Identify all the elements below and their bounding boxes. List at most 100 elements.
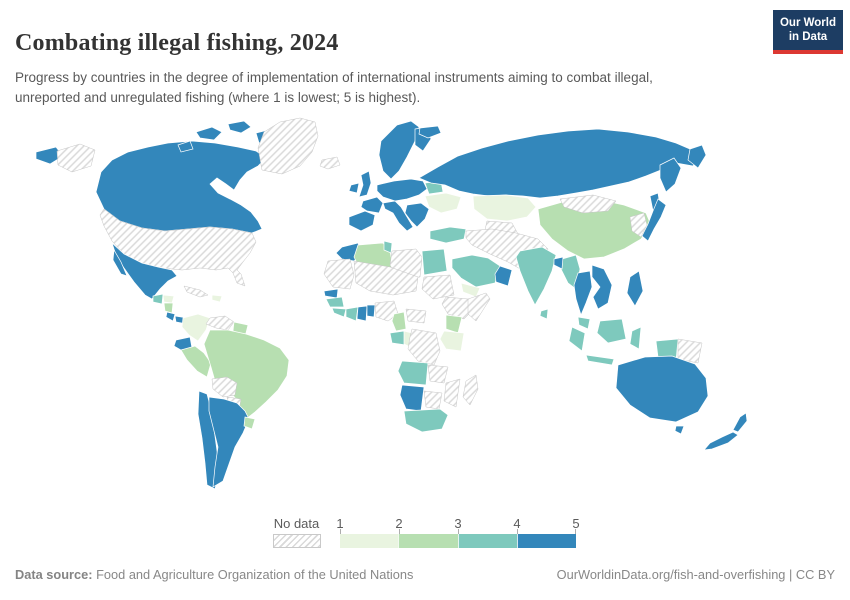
country-guatemala[interactable] — [152, 293, 164, 305]
country-korea[interactable] — [629, 212, 648, 238]
country-ukraine[interactable] — [424, 192, 462, 214]
country-venezuela[interactable] — [205, 315, 235, 331]
country-guinea[interactable] — [325, 296, 345, 308]
legend-no-data-swatch[interactable] — [273, 534, 321, 548]
country-mozambique[interactable] — [443, 378, 461, 408]
country-ghana[interactable] — [356, 305, 368, 322]
country-russia-kamchatka[interactable] — [659, 157, 682, 193]
country-russia-far-east-tip[interactable] — [35, 146, 64, 165]
country-central-african-republic[interactable] — [405, 308, 427, 324]
country-south-africa[interactable] — [403, 408, 449, 433]
legend-swatch-bin-3-4[interactable] — [457, 534, 517, 548]
country-gabon[interactable] — [389, 330, 407, 346]
country-australia[interactable] — [615, 355, 709, 423]
country-malaysia[interactable] — [577, 316, 591, 330]
country-scandinavia[interactable] — [378, 120, 420, 180]
country-honduras[interactable] — [162, 294, 175, 304]
country-new-zealand-north[interactable] — [732, 412, 748, 433]
country-cuba[interactable] — [183, 285, 209, 298]
country-hispaniola[interactable] — [211, 294, 223, 303]
footer-separator: | — [789, 567, 793, 582]
country-turkey[interactable] — [429, 226, 467, 244]
country-costa-rica[interactable] — [165, 311, 176, 322]
legend-colorbar — [340, 534, 576, 548]
owid-logo-line2: in Data — [788, 31, 828, 44]
country-colombia[interactable] — [181, 313, 211, 342]
country-russia[interactable] — [418, 128, 701, 199]
license-link[interactable]: CC BY — [795, 567, 835, 582]
legend-swatch-bin-1-2[interactable] — [340, 534, 399, 548]
country-central-europe[interactable] — [376, 178, 428, 202]
country-mexico-baja[interactable] — [112, 248, 128, 277]
country-iceland[interactable] — [319, 156, 341, 170]
country-bangladesh[interactable] — [553, 256, 564, 270]
country-australia-tasmania[interactable] — [674, 425, 685, 435]
country-alaska[interactable] — [56, 143, 96, 173]
country-bolivia[interactable] — [211, 376, 238, 398]
country-canada-arctic-4[interactable] — [177, 140, 194, 153]
country-peru[interactable] — [180, 345, 212, 378]
country-balkans[interactable] — [404, 202, 430, 228]
country-united-kingdom[interactable] — [358, 170, 372, 198]
legend-tickmark-3 — [458, 529, 459, 534]
country-india[interactable] — [515, 246, 557, 306]
country-france[interactable] — [360, 196, 384, 214]
owid-url-link[interactable]: OurWorldinData.org/fish-and-overfishing — [556, 567, 786, 582]
legend-tickmark-5 — [575, 529, 576, 534]
country-vietnam[interactable] — [591, 264, 613, 310]
country-kenya[interactable] — [445, 314, 463, 334]
country-greenland[interactable] — [257, 117, 319, 175]
country-japan[interactable] — [641, 198, 667, 242]
legend-tick-3: 3 — [454, 516, 462, 531]
country-zambia[interactable] — [427, 364, 449, 384]
legend-swatch-bin-2-3[interactable] — [398, 534, 458, 548]
country-indonesia-sulawesi[interactable] — [629, 326, 642, 350]
country-indonesia-sumatra[interactable] — [568, 326, 586, 352]
country-russia-novaya-zemlya[interactable] — [418, 125, 442, 139]
country-sudan[interactable] — [421, 274, 455, 300]
country-sri-lanka[interactable] — [539, 308, 549, 320]
country-new-zealand-south[interactable] — [703, 431, 739, 451]
country-nicaragua[interactable] — [163, 302, 174, 314]
country-indonesia-borneo[interactable] — [596, 318, 627, 344]
country-saudi-arabia[interactable] — [451, 254, 501, 288]
country-indonesia-java[interactable] — [585, 354, 615, 366]
country-argentina[interactable] — [208, 396, 250, 488]
country-dr-congo[interactable] — [407, 328, 441, 366]
legend-swatch-bin-4-5[interactable] — [516, 534, 576, 548]
country-mongolia[interactable] — [559, 194, 617, 214]
country-madagascar[interactable] — [462, 374, 479, 406]
country-ireland[interactable] — [348, 182, 360, 194]
country-tanzania[interactable] — [439, 330, 465, 352]
country-cameroon[interactable] — [391, 311, 407, 332]
country-botswana[interactable] — [423, 390, 443, 410]
country-brazil[interactable] — [203, 329, 290, 420]
country-namibia[interactable] — [399, 384, 425, 412]
country-thailand[interactable] — [573, 270, 593, 317]
country-egypt[interactable] — [421, 248, 448, 276]
country-sahel[interactable] — [353, 260, 419, 296]
legend-tickmark-4 — [517, 529, 518, 534]
country-togo-benin[interactable] — [366, 304, 376, 318]
country-canada[interactable] — [95, 140, 267, 234]
owid-logo[interactable]: Our World in Data — [773, 10, 843, 54]
country-cote-divoire[interactable] — [345, 306, 359, 322]
country-canada-arctic-2[interactable] — [227, 120, 252, 134]
country-angola[interactable] — [397, 360, 429, 386]
country-senegal[interactable] — [323, 288, 339, 299]
country-iberia[interactable] — [348, 210, 376, 232]
country-mexico[interactable] — [111, 241, 178, 300]
country-italy[interactable] — [382, 200, 414, 232]
country-mauritania[interactable] — [323, 258, 355, 290]
country-tunisia[interactable] — [383, 240, 393, 254]
country-somalia[interactable] — [467, 292, 491, 322]
country-sierra-leone-liberia[interactable] — [331, 307, 347, 318]
country-oman[interactable] — [494, 265, 513, 287]
legend-tick-2: 2 — [395, 516, 403, 531]
country-kazakhstan[interactable] — [472, 194, 537, 222]
country-russia-chukotka[interactable] — [687, 144, 707, 169]
country-papua-new-guinea[interactable] — [677, 338, 703, 364]
country-philippines[interactable] — [626, 270, 644, 307]
country-uruguay[interactable] — [243, 416, 256, 430]
country-canada-arctic-1[interactable] — [195, 126, 223, 141]
